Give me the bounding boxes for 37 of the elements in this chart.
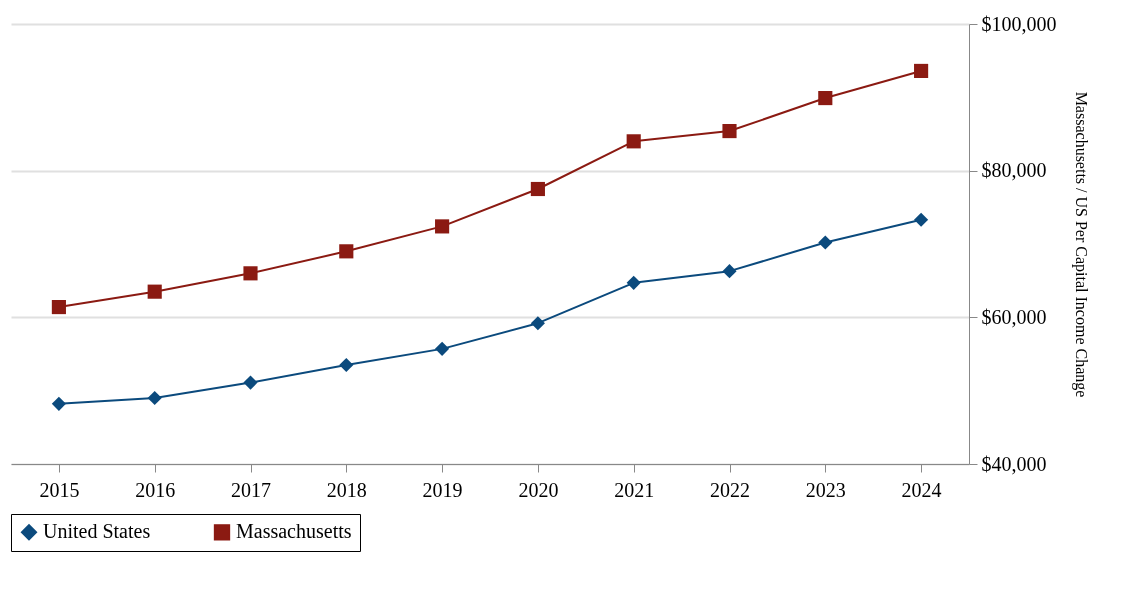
point xyxy=(914,63,929,78)
point xyxy=(243,266,258,281)
point xyxy=(147,284,162,299)
point xyxy=(147,390,162,406)
x-tick-label: 2024 xyxy=(901,478,942,501)
point xyxy=(339,244,354,259)
x-tick-label: 2023 xyxy=(805,478,846,501)
y-tick-label: $60,000 xyxy=(981,305,1047,328)
point xyxy=(530,181,545,197)
point xyxy=(51,300,66,315)
point xyxy=(914,212,929,227)
point xyxy=(435,341,450,356)
x-tick-label: 2018 xyxy=(326,478,367,501)
point xyxy=(818,235,833,250)
legend-label: United States xyxy=(43,520,151,543)
point xyxy=(243,375,258,390)
legend-label: Massachusetts xyxy=(236,520,352,543)
x-tick-label: 2020 xyxy=(518,478,559,501)
point xyxy=(818,91,833,106)
y-tick-label: $80,000 xyxy=(981,159,1047,182)
x-tick-label: 2016 xyxy=(135,478,176,501)
y-tick-label: $100,000 xyxy=(981,12,1057,35)
x-tick-label: 2015 xyxy=(39,478,80,501)
x-tick-label: 2021 xyxy=(614,478,655,501)
point xyxy=(722,264,737,279)
x-tick-label: 2019 xyxy=(422,478,463,501)
point xyxy=(626,275,641,290)
y-axis-title: Massachusetts / US Per Capital Income Change xyxy=(1071,91,1090,398)
point xyxy=(339,357,354,373)
y-tick-label: $40,000 xyxy=(981,452,1047,475)
point xyxy=(530,316,545,331)
point xyxy=(435,219,450,234)
x-tick-label: 2017 xyxy=(231,478,271,501)
point xyxy=(51,396,66,411)
x-tick-label: 2022 xyxy=(710,478,750,501)
point xyxy=(722,124,737,139)
point xyxy=(626,134,641,149)
